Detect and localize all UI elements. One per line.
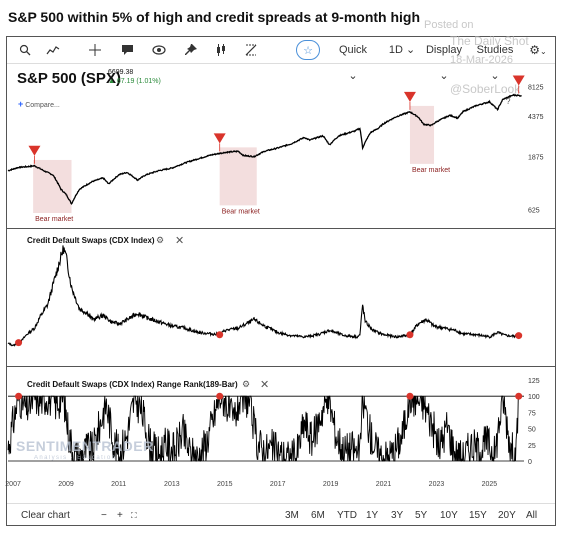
chevron-down-icon: ⌄: [439, 70, 449, 82]
up-arrow-icon: ▲: [108, 78, 115, 85]
display-button[interactable]: Display ⌄: [425, 44, 463, 82]
fit-icon[interactable]: ⛶: [131, 511, 137, 520]
range-button-10y[interactable]: 10Y: [440, 510, 458, 521]
chevron-down-icon: ⌄: [348, 70, 358, 82]
indicator-icon[interactable]: [43, 37, 63, 63]
cdx-close-icon[interactable]: ✕: [175, 235, 185, 247]
price-change: ▲ 67.19 (1.01%): [108, 78, 161, 85]
interval-button[interactable]: 1D ⌄: [388, 44, 416, 56]
quick-button[interactable]: Quick ⌄: [338, 44, 368, 82]
pane-divider: [7, 228, 555, 229]
chevron-down-icon: ⌄: [405, 44, 416, 56]
studies-button[interactable]: Studies ⌄: [476, 44, 514, 82]
range-button-20y[interactable]: 20Y: [498, 510, 516, 521]
range-button-ytd[interactable]: YTD: [337, 510, 357, 521]
brand-tagline: Analysis · Education: [34, 455, 117, 461]
range-button-5y[interactable]: 5Y: [415, 510, 428, 521]
zoom-in-button[interactable]: +: [117, 510, 123, 521]
cdx-pane-label: Credit Default Swaps (CDX Index): [27, 236, 155, 245]
range-button-3y[interactable]: 3Y: [391, 510, 404, 521]
watermark-handle: @SoberLook: [450, 82, 521, 96]
crosshair-icon[interactable]: [85, 37, 105, 63]
measure-icon[interactable]: [241, 37, 261, 63]
cdx-settings-icon[interactable]: ⚙: [156, 235, 165, 245]
range-button-all[interactable]: All: [526, 510, 538, 521]
rank-close-icon[interactable]: ✕: [260, 379, 270, 391]
range-button-15y[interactable]: 15Y: [469, 510, 487, 521]
bottom-bar: Clear chart − + ⛶ 3M 6M YTD 1Y 3Y 5Y 10Y 15Y 20Y…: [7, 503, 555, 526]
plus-icon: +: [18, 99, 24, 109]
rank-pane-label: Credit Default Swaps (CDX Index) Range R…: [27, 380, 238, 389]
eye-icon[interactable]: [149, 37, 169, 63]
symbol-name: S&P 500 (SPX): [17, 70, 121, 87]
chevron-down-icon: ⌄: [490, 70, 500, 82]
pane-divider: [7, 366, 555, 367]
watermark-date: 18-Mar-2026: [450, 54, 513, 66]
watermark-posted: Posted on: [424, 19, 474, 31]
watermark-source: The Daily Shot: [450, 34, 529, 48]
last-price: 6699.38: [108, 69, 134, 76]
range-button-6m[interactable]: 6M: [311, 510, 325, 521]
price-block: 6699.38 ▲ 67.19 (1.01%): [108, 68, 161, 86]
favorite-star-button[interactable]: ☆: [296, 40, 320, 60]
rank-settings-icon[interactable]: ⚙: [242, 379, 251, 389]
candlestick-icon[interactable]: [211, 37, 231, 63]
compare-button[interactable]: + Compare...: [18, 99, 60, 109]
search-icon[interactable]: [15, 37, 35, 63]
zoom-out-button[interactable]: −: [101, 510, 107, 521]
range-button-3m[interactable]: 3M: [285, 510, 299, 521]
comment-icon[interactable]: [117, 37, 137, 63]
range-button-1y[interactable]: 1Y: [366, 510, 379, 521]
pin-icon[interactable]: [181, 37, 201, 63]
settings-gear-icon[interactable]: ⚙⌄: [529, 43, 547, 57]
brand-logo-text: SENTIMENTRADER: [16, 438, 154, 454]
page-title: S&P 500 within 5% of high and credit spr…: [8, 9, 421, 25]
toolbar: Quick ⌄ 1D ⌄ Display ⌄ Studies ⌄ ⚙⌄: [7, 37, 555, 82]
clear-chart-button[interactable]: Clear chart: [21, 510, 70, 521]
